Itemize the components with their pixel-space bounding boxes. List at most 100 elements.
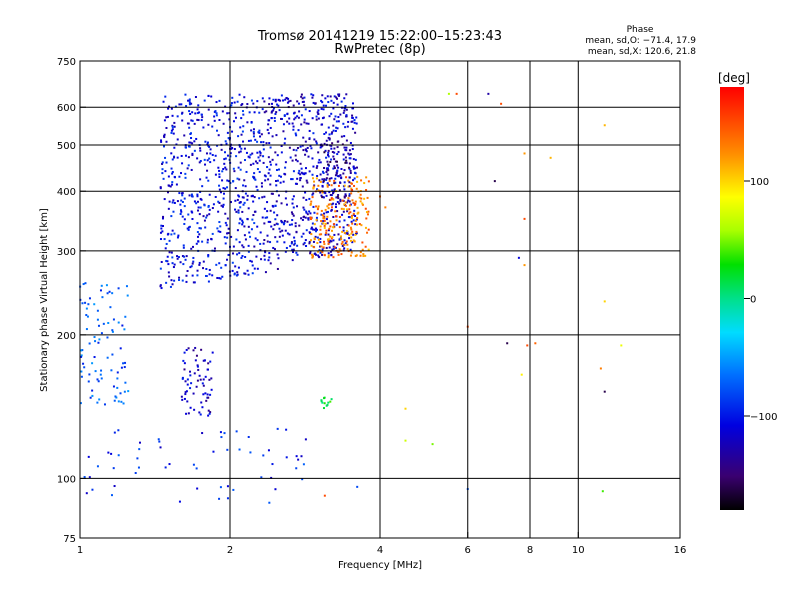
scatter-point [355, 187, 358, 190]
scatter-point [216, 144, 219, 147]
scatter-point [270, 117, 273, 120]
scatter-point [231, 130, 234, 133]
scatter-point [319, 161, 322, 164]
scatter-point [196, 118, 199, 121]
scatter-point [330, 240, 333, 243]
scatter-point [321, 178, 324, 181]
scatter-point [306, 181, 309, 184]
scatter-point [322, 220, 325, 223]
scatter-point [166, 260, 169, 263]
scatter-point [218, 497, 221, 500]
scatter-point [267, 172, 270, 175]
scatter-point [263, 239, 266, 242]
scatter-point [265, 142, 268, 145]
scatter-point [195, 354, 198, 357]
scatter-point [365, 176, 368, 179]
scatter-point [237, 266, 240, 269]
scatter-point [208, 157, 211, 160]
scatter-point [269, 160, 272, 163]
scatter-point [362, 255, 365, 258]
scatter-point [321, 191, 324, 194]
y-tick-label: 600 [57, 103, 76, 114]
scatter-point [188, 194, 191, 197]
scatter-point [166, 233, 169, 236]
scatter-point [299, 176, 302, 179]
scatter-point [242, 125, 245, 128]
scatter-point [117, 429, 120, 432]
scatter-point [319, 251, 322, 254]
scatter-point [246, 103, 249, 106]
scatter-point [343, 188, 346, 191]
scatter-point [184, 380, 187, 383]
scatter-point [226, 112, 229, 115]
scatter-point [208, 378, 211, 381]
scatter-point [96, 401, 99, 404]
scatter-point [171, 183, 174, 186]
scatter-point [329, 193, 332, 196]
scatter-point [217, 166, 220, 169]
scatter-point [235, 210, 238, 213]
scatter-point [164, 247, 167, 250]
scatter-point [344, 149, 347, 152]
scatter-point [268, 142, 271, 145]
scatter-point [101, 296, 104, 299]
scatter-point [165, 281, 168, 284]
scatter-point [243, 179, 246, 182]
scatter-point [176, 200, 179, 203]
scatter-point [523, 152, 526, 155]
scatter-point [196, 108, 199, 111]
scatter-point [252, 214, 255, 217]
scatter-point [312, 192, 315, 195]
scatter-point [242, 246, 245, 249]
scatter-point [321, 214, 324, 217]
scatter-point [305, 229, 308, 232]
scatter-point [137, 466, 140, 469]
scatter-point [302, 243, 305, 246]
scatter-point [232, 180, 235, 183]
scatter-point [312, 165, 315, 168]
scatter-point [337, 184, 340, 187]
scatter-point [213, 247, 216, 250]
scatter-point [231, 261, 234, 264]
scatter-point [238, 178, 241, 181]
scatter-point [355, 122, 358, 125]
scatter-point [340, 242, 343, 245]
scatter-point [221, 170, 224, 173]
scatter-point [232, 120, 235, 123]
scatter-point [93, 336, 96, 339]
scatter-point [338, 248, 341, 251]
scatter-point [289, 245, 292, 248]
scatter-point [348, 185, 351, 188]
scatter-point [234, 208, 237, 211]
scatter-point [549, 156, 552, 159]
scatter-point [350, 216, 353, 219]
scatter-point [310, 200, 313, 203]
scatter-point [120, 400, 123, 403]
scatter-point [343, 106, 346, 109]
scatter-point [309, 252, 312, 255]
scatter-point [194, 346, 197, 349]
scatter-point [280, 219, 283, 222]
scatter-point [203, 158, 206, 161]
scatter-point [291, 202, 294, 205]
scatter-point [244, 238, 247, 241]
scatter-point [171, 158, 174, 161]
scatter-point [91, 488, 94, 491]
scatter-point [114, 395, 117, 398]
scatter-point [181, 377, 184, 380]
scatter-point [314, 253, 317, 256]
scatter-point [193, 200, 196, 203]
scatter-point [82, 362, 85, 365]
scatter-point [119, 347, 122, 350]
scatter-point [91, 389, 94, 392]
scatter-point [240, 256, 243, 259]
scatter-point [345, 208, 348, 211]
scatter-point [487, 92, 490, 95]
scatter-point [241, 255, 244, 258]
scatter-point [227, 232, 230, 235]
scatter-point [272, 205, 275, 208]
scatter-point [173, 232, 176, 235]
scatter-point [259, 231, 262, 234]
scatter-point [317, 205, 320, 208]
scatter-point [207, 254, 210, 257]
